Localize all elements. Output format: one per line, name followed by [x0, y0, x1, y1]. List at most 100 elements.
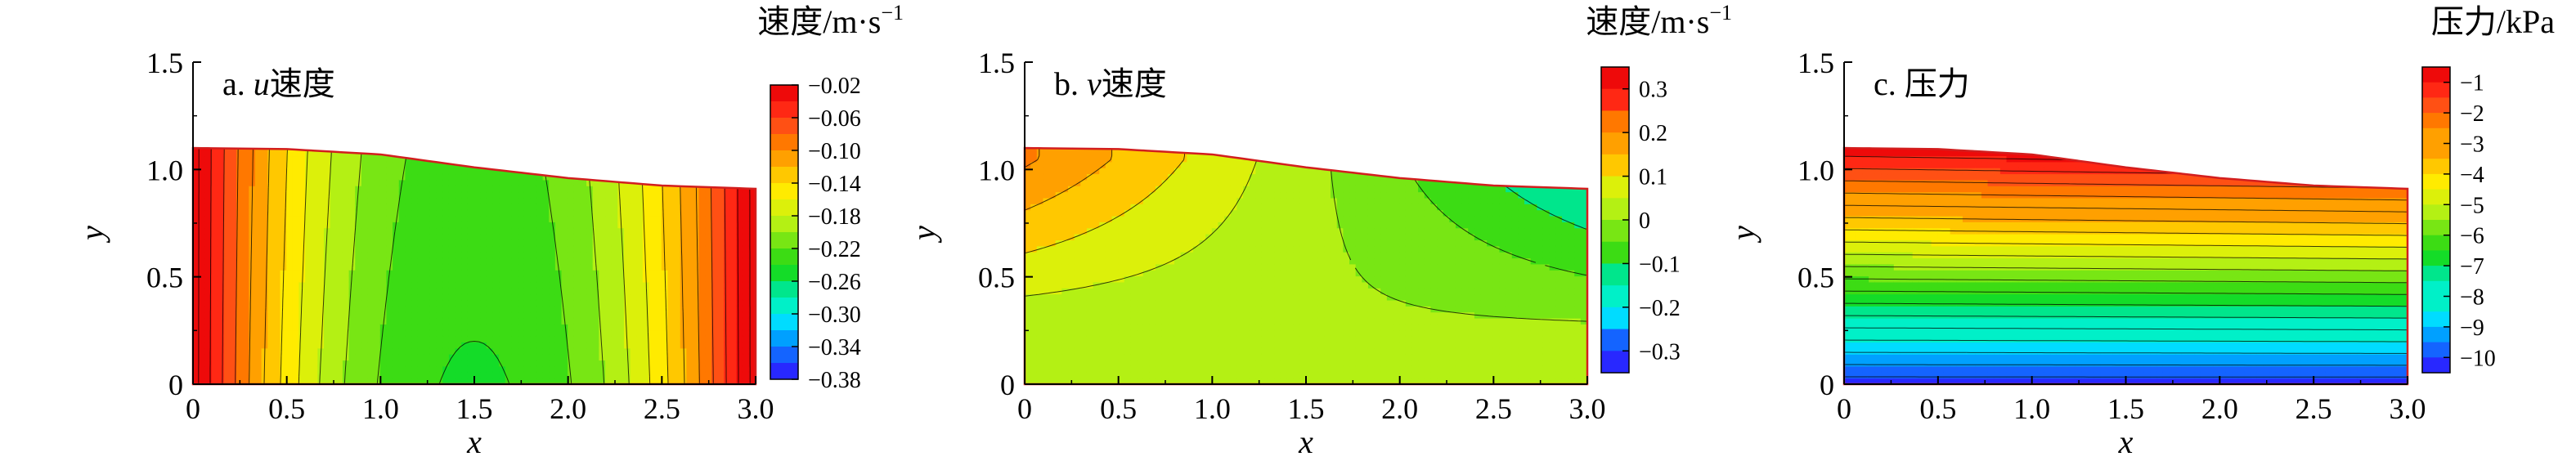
colorbar-swatch: [770, 183, 798, 200]
x-tick-label: 2.0: [1381, 392, 1418, 425]
colorbar-swatch: [2422, 220, 2450, 236]
colorbar-tick-label: −0.06: [808, 106, 861, 132]
colorbar-swatch: [770, 101, 798, 119]
y-tick-label: 1.0: [1797, 154, 1834, 186]
x-tick-label: 1.0: [2013, 392, 2050, 425]
colorbar-swatch: [1601, 351, 1629, 374]
colorbar-title-main: 速度/m·s: [1586, 3, 1709, 40]
colorbar-swatch: [770, 216, 798, 233]
contour-lines: [198, 148, 751, 385]
y-tick-label: 1.0: [978, 154, 1015, 186]
colorbar-tick-label: 0.2: [1639, 121, 1667, 146]
colorbar-swatch: [1601, 329, 1629, 351]
colorbar-title: 压力/kPa: [2431, 3, 2555, 40]
y-axis-label: y: [74, 226, 110, 244]
colorbar-swatch: [2422, 326, 2450, 343]
colorbar-swatch: [2422, 173, 2450, 190]
domain-outline: [191, 146, 757, 386]
x-tick-label: 0.5: [1100, 392, 1137, 425]
colorbar-title-main: 速度/m·s: [757, 3, 881, 40]
panel-title-var: u: [254, 65, 270, 102]
colorbar-swatch: [1601, 110, 1629, 133]
colorbar-tick-label: −0.2: [1639, 296, 1681, 321]
colorbar-swatch: [2422, 311, 2450, 328]
colorbar-swatch: [2422, 97, 2450, 114]
x-tick-label: 3.0: [1569, 392, 1606, 425]
y-tick-label: 0: [1820, 369, 1834, 401]
field-fill: [193, 148, 756, 385]
colorbar-tick-label: 0.1: [1639, 165, 1667, 190]
colorbar-tick-label: −3: [2460, 132, 2484, 158]
colorbar-tick-label: −0.18: [808, 204, 861, 230]
colorbar-swatch: [2422, 67, 2450, 83]
panel-title: a. u速度: [222, 65, 335, 102]
x-tick-label: 1.0: [1194, 392, 1231, 425]
colorbar-swatch: [770, 330, 798, 347]
colorbar-frame: [2421, 66, 2451, 374]
colorbar-swatch: [770, 167, 798, 184]
y-tick-label: 1.0: [146, 154, 183, 186]
domain-outline: [1023, 146, 1589, 386]
domain-outline: [1842, 146, 2409, 386]
x-axis-label: x: [2118, 423, 2134, 460]
x-tick-label: 0: [1017, 392, 1032, 425]
colorbar-swatch: [770, 150, 798, 168]
colorbar-swatch: [2422, 235, 2450, 251]
panel-title-suffix: 速度: [270, 65, 335, 102]
colorbar-tick-label: −6: [2460, 224, 2484, 249]
colorbar-swatch: [1601, 88, 1629, 111]
x-tick-label: 3.0: [738, 392, 774, 425]
panel-title: b. v速度: [1054, 65, 1167, 102]
colorbar-swatch: [1601, 198, 1629, 221]
panel-title-prefix: a.: [222, 65, 254, 102]
x-tick-label: 1.0: [362, 392, 399, 425]
panel-title-prefix: c. 压力: [1874, 65, 1970, 102]
colorbar-swatch: [770, 248, 798, 266]
colorbar-tick-label: −0.30: [808, 302, 861, 328]
y-tick-label: 1.5: [146, 47, 183, 79]
x-axis-label: x: [1298, 423, 1313, 460]
colorbar-swatch: [770, 118, 798, 135]
x-tick-label: 1.5: [1288, 392, 1325, 425]
colorbar-swatch: [1601, 67, 1629, 90]
colorbar-swatch: [2422, 159, 2450, 175]
x-tick-label: 2.0: [2201, 392, 2238, 425]
colorbar-title-sup: −1: [1709, 1, 1732, 25]
x-tick-label: 2.0: [550, 392, 586, 425]
x-tick-label: 1.5: [456, 392, 493, 425]
colorbar-swatch: [2422, 266, 2450, 282]
x-tick-label: 0: [186, 392, 200, 425]
colorbar-tick-label: −0.1: [1639, 252, 1681, 277]
colorbar-title: 速度/m·s−1: [757, 1, 904, 40]
x-tick-label: 0: [1837, 392, 1851, 425]
colorbar-tick-label: −7: [2460, 254, 2484, 280]
colorbar-swatch: [770, 314, 798, 331]
y-tick-label: 0.5: [146, 262, 183, 294]
colorbar-tick-label: −0.34: [808, 335, 861, 360]
x-tick-label: 2.5: [644, 392, 680, 425]
colorbar-swatch: [770, 134, 798, 151]
colorbar-swatch: [770, 199, 798, 217]
colorbar-tick-label: −9: [2460, 316, 2484, 341]
colorbar-swatch: [770, 265, 798, 282]
y-axis-label: y: [1725, 226, 1761, 244]
x-tick-label: 3.0: [2390, 392, 2426, 425]
panel-title-var: v: [1087, 65, 1102, 102]
colorbar-tick-label: −5: [2460, 193, 2484, 218]
colorbar-tick-label: 0.3: [1639, 78, 1667, 103]
x-tick-label: 0.5: [1919, 392, 1956, 425]
y-tick-label: 1.5: [978, 47, 1015, 79]
colorbar-swatch: [770, 298, 798, 315]
colorbar-swatch: [1601, 176, 1629, 199]
y-tick-label: 0: [168, 369, 183, 401]
colorbar-tick-label: 0: [1639, 208, 1650, 234]
colorbar-swatch: [1601, 132, 1629, 155]
colorbar-swatch: [770, 232, 798, 249]
panel-title: c. 压力: [1874, 65, 1970, 102]
x-tick-label: 1.5: [2107, 392, 2144, 425]
colorbar-swatch: [2422, 342, 2450, 358]
colorbar-tick-label: −0.02: [808, 74, 861, 99]
